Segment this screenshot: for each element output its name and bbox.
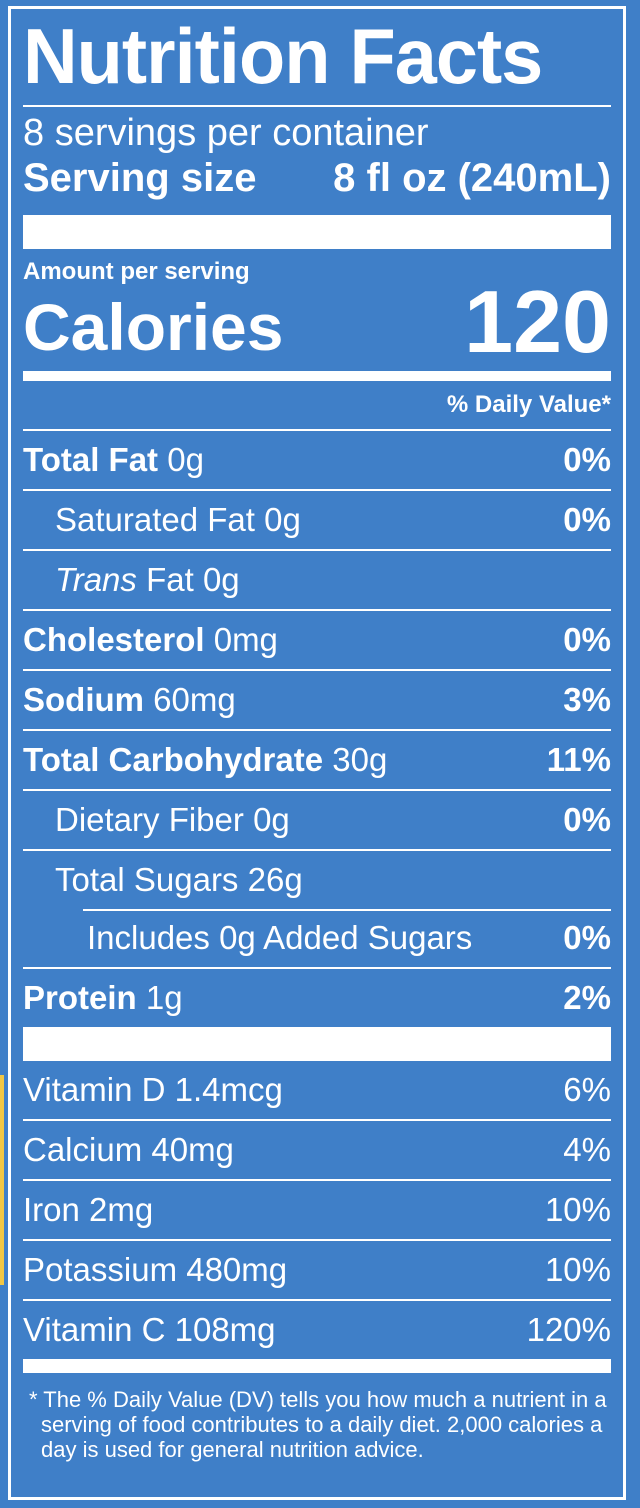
nutrient-row-saturated-fat: Saturated Fat 0g 0%	[23, 489, 611, 549]
nutrient-name: Cholesterol	[23, 621, 205, 658]
vitamin-dv: 10%	[544, 1251, 611, 1288]
nutrient-dv: 2%	[563, 979, 611, 1016]
vitamin-row-potassium: Potassium 480mg 10%	[23, 1241, 611, 1301]
divider	[23, 105, 611, 107]
nutrient-row-sodium: Sodium 60mg 3%	[23, 669, 611, 729]
medium-divider	[23, 1359, 611, 1373]
vitamin-label: Vitamin C 108mg	[23, 1311, 276, 1348]
nutrient-amount: 0g	[264, 501, 301, 538]
nutrient-amount: 0g	[167, 441, 204, 478]
footnote: * The % Daily Value (DV) tells you how m…	[29, 1387, 607, 1462]
vitamin-row-calcium: Calcium 40mg 4%	[23, 1121, 611, 1181]
serving-size-label: Serving size	[23, 156, 257, 200]
vitamin-row-iron: Iron 2mg 10%	[23, 1181, 611, 1241]
vitamin-label: Vitamin D 1.4mcg	[23, 1071, 283, 1108]
daily-value-header: % Daily Value*	[446, 391, 611, 418]
nutrient-amount: 60mg	[153, 681, 236, 718]
servings-per-container: 8 servings per container	[23, 112, 429, 154]
vitamin-dv: 10%	[544, 1191, 611, 1228]
nutrient-name: Includes 0g Added Sugars	[87, 919, 473, 956]
nutrient-dv: 11%	[546, 741, 611, 778]
nutrient-name: Trans	[55, 561, 137, 598]
nutrient-name: Total Carbohydrate	[23, 741, 324, 778]
edge-accent	[0, 1075, 4, 1285]
nutrient-name: Saturated Fat	[55, 501, 255, 538]
nutrient-name-rest: Fat	[146, 561, 194, 598]
nutrient-amount: 0g	[253, 801, 290, 838]
label-title: Nutrition Facts	[23, 12, 543, 100]
nutrient-row-added-sugars: Includes 0g Added Sugars 0%	[23, 909, 611, 967]
vitamin-label: Potassium 480mg	[23, 1251, 288, 1288]
amount-per-serving: Amount per serving	[23, 258, 250, 285]
calories-row: Calories 120	[23, 272, 611, 371]
medium-divider	[23, 371, 611, 381]
vitamin-dv: 4%	[563, 1131, 611, 1168]
vitamin-dv: 120%	[526, 1311, 611, 1348]
nutrient-amount: 26g	[247, 861, 303, 898]
nutrient-amount: 0mg	[213, 621, 278, 658]
thick-divider	[23, 1027, 611, 1061]
nutrient-name: Total Sugars	[55, 861, 239, 898]
nutrient-dv: 0%	[563, 441, 611, 478]
nutrient-amount: 1g	[145, 979, 183, 1016]
nutrient-name: Total Fat	[23, 441, 159, 478]
nutrient-amount: 0g	[202, 561, 240, 598]
vitamin-row-vitamin-d: Vitamin D 1.4mcg 6%	[23, 1061, 611, 1121]
nutrient-amount: 30g	[332, 741, 388, 778]
vitamin-label: Calcium 40mg	[23, 1131, 234, 1168]
vitamin-label: Iron 2mg	[23, 1191, 154, 1228]
nutrient-row-cholesterol: Cholesterol 0mg 0%	[23, 609, 611, 669]
serving-size-value: 8 fl oz (240mL)	[333, 156, 611, 200]
calories-value: 120	[464, 272, 611, 371]
nutrient-row-protein: Protein 1g 2%	[23, 967, 611, 1027]
nutrient-name: Protein	[23, 979, 137, 1016]
nutrient-dv: 0%	[563, 501, 611, 538]
nutrient-dv: 0%	[563, 801, 611, 838]
vitamin-dv: 6%	[563, 1071, 611, 1108]
nutrient-dv: 0%	[563, 621, 611, 658]
nutrient-dv: 0%	[563, 919, 611, 956]
nutrient-row-total-fat: Total Fat 0g 0%	[23, 429, 611, 489]
nutrient-row-total-carbohydrate: Total Carbohydrate 30g 11%	[23, 729, 611, 789]
serving-size-row: Serving size 8 fl oz (240mL)	[23, 155, 611, 201]
vitamin-row-vitamin-c: Vitamin C 108mg 120%	[23, 1301, 611, 1359]
nutrient-row-total-sugars: Total Sugars 26g	[23, 849, 611, 909]
nutrient-row-trans-fat: Trans Fat 0g	[23, 549, 611, 609]
thick-divider	[23, 215, 611, 249]
nutrient-dv: 3%	[563, 681, 611, 718]
nutrient-name: Sodium	[23, 681, 144, 718]
nutrient-row-dietary-fiber: Dietary Fiber 0g 0%	[23, 789, 611, 849]
nutrition-facts-label: Nutrition Facts 8 servings per container…	[8, 6, 626, 1500]
calories-label: Calories	[23, 290, 284, 364]
nutrient-name: Dietary Fiber	[55, 801, 244, 838]
